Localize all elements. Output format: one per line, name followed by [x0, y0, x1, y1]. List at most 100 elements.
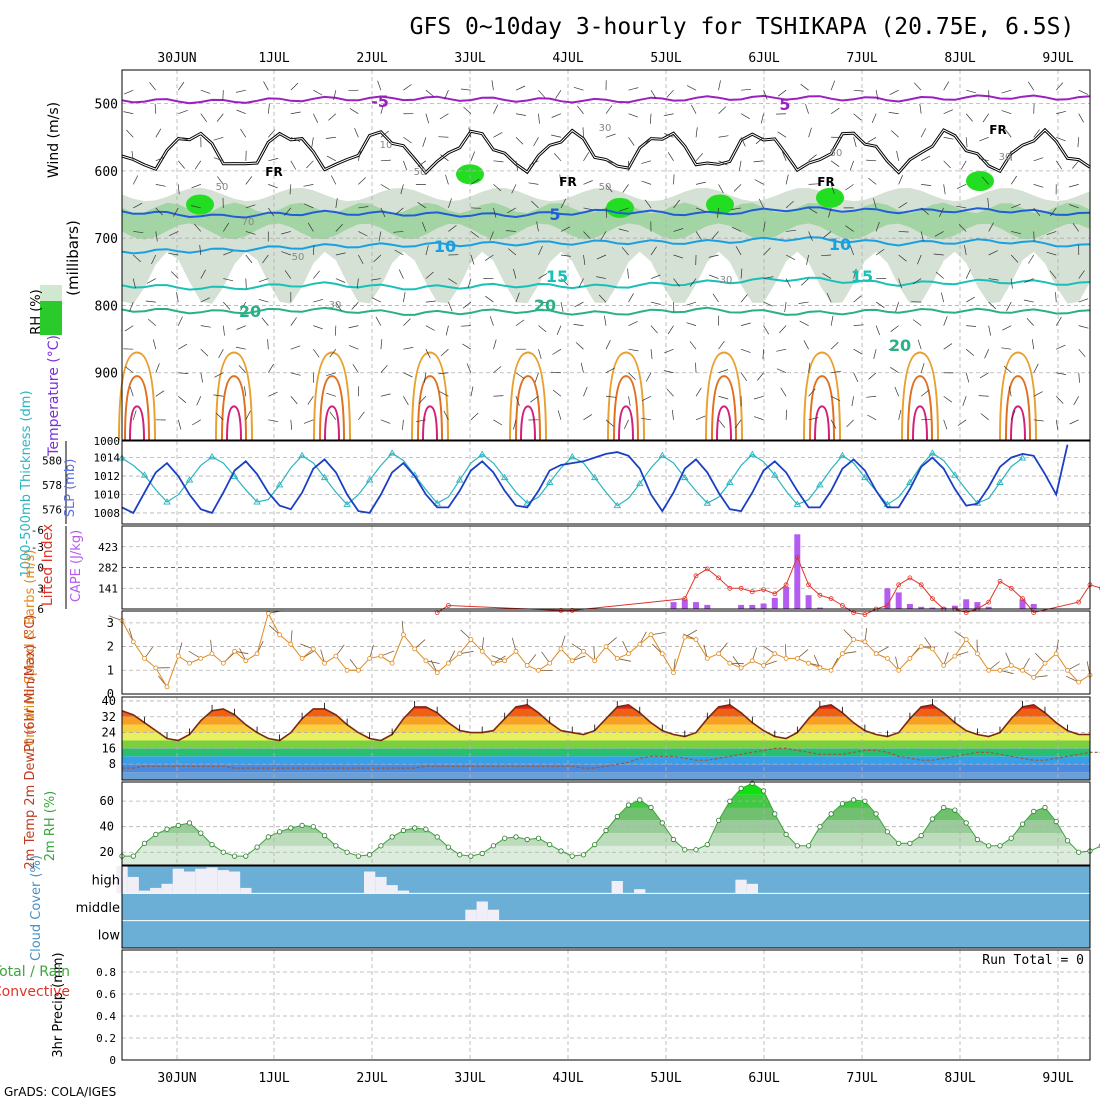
rh2m-marker [569, 853, 575, 859]
wind-barb [623, 419, 629, 430]
wind-barb [921, 418, 932, 421]
wind-barb [493, 160, 504, 163]
panel-frame [121, 781, 1091, 866]
wind-barb [853, 372, 859, 382]
wind-barb [808, 388, 816, 397]
wind-barb [673, 228, 684, 232]
wind-barb [262, 254, 269, 264]
rh2m-marker [457, 852, 463, 858]
rh2m-marker [760, 788, 767, 794]
wind-barb [1055, 82, 1064, 91]
wind10-marker [389, 660, 395, 666]
cloud-bar-high [138, 890, 151, 894]
rh2m-marker [299, 822, 305, 829]
cloud-bar-high [183, 871, 196, 894]
wind-barb [664, 133, 674, 138]
wind10-marker [479, 648, 485, 654]
wind-barb [920, 363, 925, 373]
slp-tick: 1012 [94, 470, 121, 483]
rh2m-marker [850, 797, 857, 803]
wind10-marker [378, 653, 384, 659]
wind-barb [1055, 292, 1057, 303]
wind-barb [467, 278, 472, 289]
wind10-marker [614, 656, 620, 661]
wind10-marker [885, 656, 890, 661]
cloud-bar-high [364, 871, 376, 894]
wind-barb [178, 136, 188, 141]
wind-barb [1031, 339, 1035, 350]
wind-barb [605, 105, 613, 114]
wind-barb [763, 247, 771, 256]
wind-barb [604, 315, 607, 326]
wind-barb [718, 369, 729, 374]
wind-barb [733, 184, 742, 192]
rh-contour-label: 50 [414, 167, 427, 178]
lifted-index-marker [749, 589, 755, 595]
lifted-index-marker [716, 575, 721, 581]
wind-barb [664, 348, 674, 354]
wind-barb [267, 339, 269, 350]
rh2m-marker [423, 826, 429, 832]
wind-barb [425, 113, 430, 124]
wind10-marker [243, 658, 249, 664]
wind-barb [853, 295, 862, 303]
lifted-label: Lifted Index [40, 524, 56, 606]
wind-barb [871, 113, 877, 124]
wind-barb [1046, 231, 1057, 236]
slp-top-tick: 1000 [94, 435, 121, 448]
wind-barb [627, 268, 629, 279]
rh2m-marker [670, 836, 677, 843]
wind-barb [760, 113, 764, 124]
wind10-marker [986, 667, 992, 673]
wind-barb [1033, 391, 1043, 397]
wind-barb [380, 130, 389, 138]
wind-barb [1010, 175, 1017, 185]
date-label-bottom: 9JUL [1042, 1071, 1073, 1086]
thickness-tick: 580 [42, 455, 62, 468]
date-label-bottom: 7JUL [846, 1071, 877, 1086]
wind-barb [191, 184, 201, 189]
wind-barb [444, 90, 449, 100]
upper-rh-label: RH (%) [29, 289, 44, 334]
wind-barb [380, 419, 391, 424]
thickness-marker [568, 452, 577, 460]
wind-barb [515, 292, 520, 303]
wind-barb [1055, 396, 1064, 404]
wind-barb [754, 179, 764, 185]
slp-label: SLP (mb) [63, 459, 78, 518]
wind-barb [169, 231, 179, 237]
wind-barb [920, 155, 931, 162]
wind-barb [358, 206, 369, 209]
dewpoint-line [122, 747, 1100, 769]
cape-bar [783, 586, 790, 609]
wind-barb [335, 301, 342, 311]
wind-barb [425, 271, 434, 279]
wind-barb [284, 270, 292, 279]
temp-band [122, 764, 1090, 773]
wind-barb [1033, 157, 1044, 162]
wind-barb [507, 207, 517, 214]
wind-barb [898, 410, 902, 420]
rh2m-marker [535, 835, 542, 841]
rh2m-marker [175, 822, 181, 829]
wind-barb [943, 343, 953, 350]
thickness-marker [343, 500, 351, 507]
wind-barb [155, 363, 160, 373]
date-label-top: 1JUL [258, 51, 289, 66]
wind-barb [403, 396, 409, 406]
wind-barb [268, 129, 276, 138]
warm-contour [124, 375, 150, 441]
wind-barb [200, 89, 211, 94]
freezing-label: FR [559, 175, 576, 189]
wind-barb [192, 419, 201, 426]
rh2m-marker [400, 827, 406, 834]
wind-barb [214, 372, 224, 378]
wind-barb [493, 395, 504, 397]
li-top-tick: -6 [31, 524, 44, 537]
wind-barb [598, 294, 607, 303]
date-label-top: 8JUL [944, 51, 975, 66]
wind-barb [873, 349, 877, 359]
thickness-marker [433, 499, 441, 506]
slp-tick: 1010 [94, 488, 121, 501]
